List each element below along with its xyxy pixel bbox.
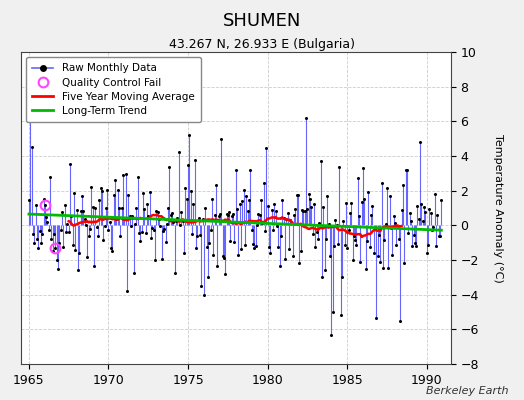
- Y-axis label: Temperature Anomaly (°C): Temperature Anomaly (°C): [493, 134, 503, 282]
- Text: Berkeley Earth: Berkeley Earth: [426, 386, 508, 396]
- Text: 43.267 N, 26.933 E (Bulgaria): 43.267 N, 26.933 E (Bulgaria): [169, 38, 355, 51]
- Text: SHUMEN: SHUMEN: [223, 12, 301, 30]
- Legend: Raw Monthly Data, Quality Control Fail, Five Year Moving Average, Long-Term Tren: Raw Monthly Data, Quality Control Fail, …: [26, 57, 201, 122]
